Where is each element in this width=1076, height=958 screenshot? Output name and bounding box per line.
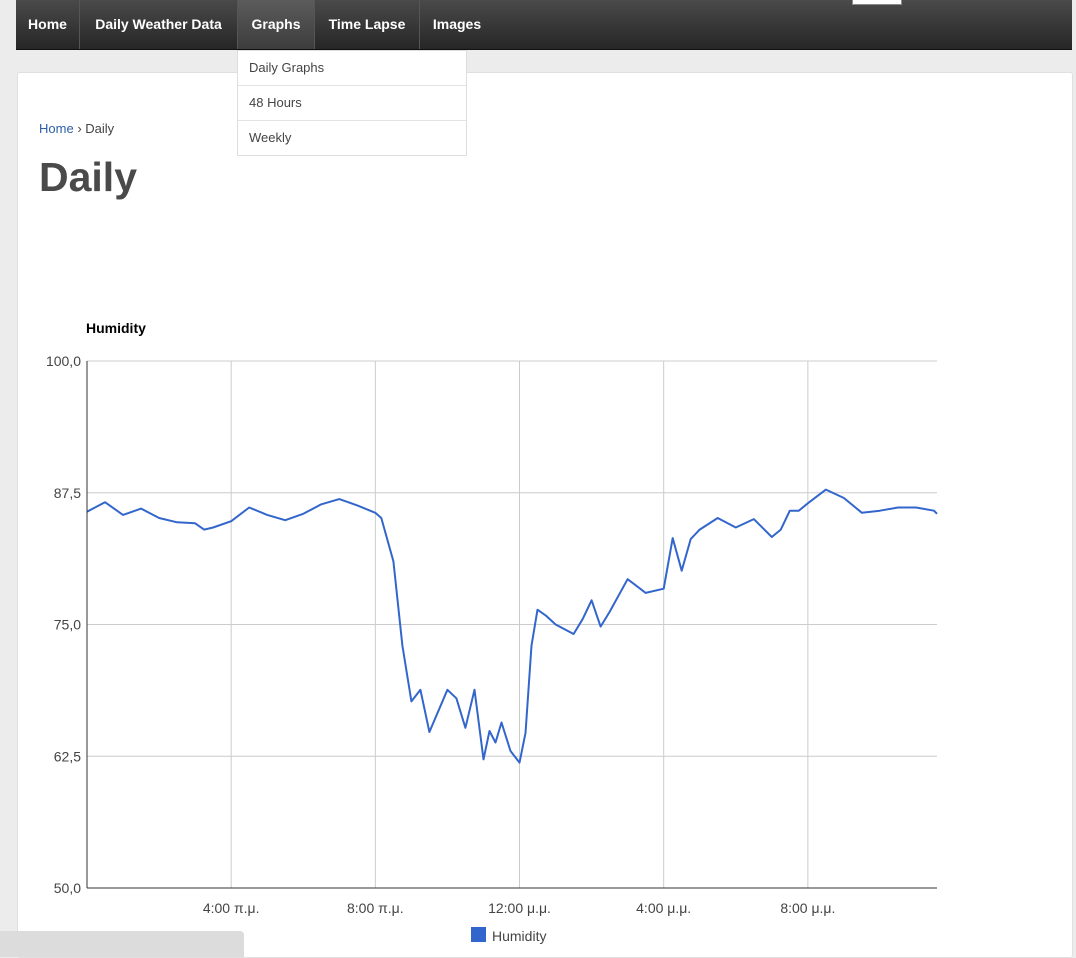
x-tick-label: 12:00 μ.μ. [488,900,551,916]
chart-grid [87,360,937,888]
horizontal-scrollbar[interactable] [0,931,244,957]
chart-legend[interactable]: Humidity [471,927,546,944]
breadcrumb-separator: › [77,121,82,136]
legend-swatch-humidity[interactable] [471,927,486,942]
nav-time-lapse[interactable]: Time Lapse [328,16,406,32]
x-tick-label: 8:00 μ.μ. [780,900,835,916]
nav-home[interactable]: Home [28,16,67,32]
y-tick-label: 100,0 [46,353,81,369]
nav-divider [419,0,420,49]
nav-divider [79,0,80,49]
breadcrumb-home-link[interactable]: Home [39,121,74,136]
y-tick-label: 50,0 [54,880,81,896]
graphs-dropdown-menu: Daily Graphs 48 Hours Weekly [237,50,467,156]
nav-daily-weather-data[interactable]: Daily Weather Data [95,16,222,32]
dropdown-item-weekly[interactable]: Weekly [249,130,292,145]
page-title: Daily [39,154,137,200]
nav-divider [237,0,238,49]
chart-series [86,488,938,764]
chart-title: Humidity [86,320,146,336]
breadcrumb-current: Daily [85,121,115,136]
x-tick-label: 4:00 π.μ. [203,900,260,916]
dropdown-item-48-hours[interactable]: 48 Hours [238,86,466,121]
breadcrumb: Home › Daily [39,121,114,136]
dropdown-item-daily-graphs[interactable]: Daily Graphs [238,51,466,86]
nav-images[interactable]: Images [432,16,482,32]
chart-axes: 50,0 62,5 75,0 87,5 100,0 4:00 π.μ. 8:00 π.μ. 1… [46,353,937,916]
humidity-series-line [86,488,938,764]
window-corner [852,0,902,5]
y-tick-label: 62,5 [54,748,81,764]
nav-graphs[interactable]: Graphs [238,0,314,49]
content-panel [17,72,1073,958]
y-tick-label: 87,5 [54,485,81,501]
legend-label-humidity[interactable]: Humidity [492,928,546,944]
main-navbar: Home Daily Weather Data Graphs Time Laps… [16,0,1072,50]
nav-divider [314,0,315,49]
x-tick-label: 8:00 π.μ. [347,900,404,916]
x-tick-label: 4:00 μ.μ. [636,900,691,916]
y-tick-label: 75,0 [54,617,81,633]
